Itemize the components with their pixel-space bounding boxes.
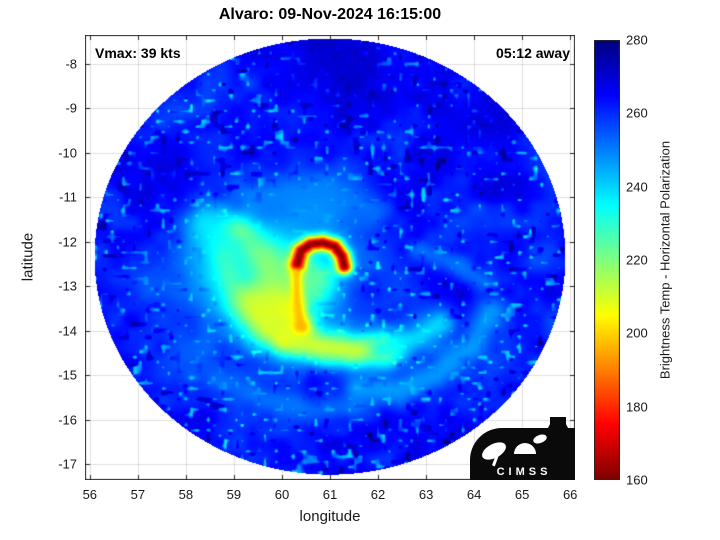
x-tick-label: 59 <box>226 487 242 502</box>
heatmap-canvas <box>85 35 575 480</box>
x-tick-label: 66 <box>562 487 578 502</box>
y-tick-label: -9 <box>65 100 77 116</box>
x-tick-label: 64 <box>466 487 482 502</box>
x-tick-label: 58 <box>178 487 194 502</box>
y-tick-label: -12 <box>58 234 77 250</box>
colorbar-tick-label: 200 <box>626 325 648 341</box>
observatory-dome-icon <box>514 443 536 454</box>
dish-mount <box>492 454 499 467</box>
y-tick-label: -10 <box>58 145 77 161</box>
y-tick-label: -11 <box>59 189 77 205</box>
eta-annotation: 05:12 away <box>496 45 570 61</box>
vmax-annotation: Vmax: 39 kts <box>95 45 181 61</box>
colorbar-tick-label: 280 <box>626 32 648 48</box>
logo-text: CIMSS <box>497 466 552 478</box>
y-tick-label: -17 <box>58 456 77 472</box>
y-tick-label: -8 <box>65 56 77 72</box>
x-tick-label: 63 <box>418 487 434 502</box>
colorbar-label: Brightness Temp - Horizontal Polarizatio… <box>657 140 673 380</box>
colorbar-tick-label: 240 <box>626 179 648 195</box>
x-tick-label: 56 <box>82 487 98 502</box>
colorbar-tick-label: 260 <box>626 105 648 121</box>
colorbar <box>594 40 620 480</box>
small-dish-icon <box>533 434 547 444</box>
radio-dish-icon <box>482 442 506 460</box>
y-tick-label: -16 <box>58 412 77 428</box>
x-tick-label: 61 <box>322 487 338 502</box>
x-tick-label: 57 <box>130 487 146 502</box>
y-tick-label: -13 <box>58 278 77 294</box>
colorbar-tick-label: 160 <box>626 472 648 488</box>
x-axis-label: longitude <box>299 508 361 525</box>
y-tick-label: -15 <box>58 367 77 383</box>
colorbar-tick-label: 220 <box>626 252 648 268</box>
cimss-logo: CIMSS <box>470 417 575 480</box>
plot-title: Alvaro: 09-Nov-2024 16:15:00 <box>218 6 442 23</box>
colorbar-tick-label: 180 <box>626 399 648 415</box>
x-tick-label: 62 <box>370 487 386 502</box>
y-tick-label: -14 <box>58 323 77 339</box>
x-tick-label: 60 <box>274 487 290 502</box>
x-tick-label: 65 <box>514 487 530 502</box>
y-axis-label: latitude <box>19 232 37 282</box>
